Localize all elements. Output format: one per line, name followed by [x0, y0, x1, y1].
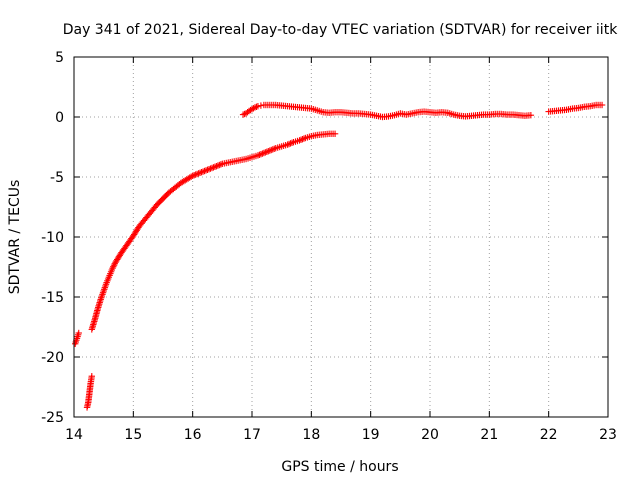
chart-title: Day 341 of 2021, Sidereal Day-to-day VTE…	[63, 22, 618, 38]
data-point	[216, 161, 223, 169]
data-point	[190, 172, 198, 179]
data-point	[254, 152, 262, 159]
data-point	[109, 265, 116, 272]
data-point	[257, 151, 265, 158]
data-point	[254, 103, 262, 110]
x-tick-label: 14	[65, 427, 83, 443]
data-point	[331, 130, 339, 137]
data-point	[198, 169, 205, 176]
data-point	[210, 164, 217, 171]
data-point	[287, 140, 294, 147]
x-tick-label: 23	[599, 427, 617, 443]
data-point	[251, 104, 259, 111]
data-point	[257, 102, 265, 109]
x-tick-label: 16	[184, 427, 202, 443]
data-point	[259, 150, 266, 157]
data-point	[110, 262, 118, 269]
data-point	[192, 171, 199, 178]
data-point	[262, 149, 269, 156]
data-point	[268, 146, 275, 154]
data-point	[239, 111, 247, 118]
data-point	[202, 167, 210, 174]
y-tick-label: 0	[55, 110, 64, 126]
y-tick-label: 5	[55, 50, 64, 66]
data-point	[195, 170, 202, 177]
x-tick-label: 21	[480, 427, 498, 443]
data-point	[284, 141, 291, 148]
data-point	[211, 163, 219, 170]
data-point	[208, 164, 216, 172]
data-point	[256, 151, 263, 158]
data-point	[205, 166, 213, 173]
data-point	[527, 112, 535, 119]
axis-ticks	[73, 56, 609, 418]
data-point	[296, 137, 303, 144]
data-point	[193, 170, 201, 178]
data-point	[263, 148, 271, 155]
data-point	[250, 105, 257, 112]
data-point	[110, 263, 117, 270]
data-point	[204, 166, 211, 173]
data-point	[271, 145, 278, 152]
x-tick-label: 15	[124, 427, 142, 443]
data-point	[300, 135, 308, 142]
y-tick-label: -5	[50, 170, 64, 186]
data-point	[88, 373, 95, 380]
data-point	[265, 148, 272, 155]
data-point	[266, 147, 273, 154]
y-tick-labels: 5 0 -5 -10 -15 -20 -25	[41, 50, 64, 426]
data-point	[187, 173, 195, 180]
data-point	[189, 172, 196, 179]
data-point	[214, 162, 222, 169]
y-tick-label: -10	[41, 230, 64, 246]
data-point	[297, 136, 305, 143]
data-point	[75, 329, 82, 337]
data-points	[71, 101, 606, 411]
data-point	[299, 136, 306, 143]
data-point	[285, 140, 293, 148]
data-point	[288, 139, 296, 146]
data-point	[199, 168, 207, 175]
x-tick-labels: 14 15 16 17 18 19 20 21 22 23	[65, 427, 617, 443]
data-point	[207, 165, 214, 172]
x-axis-label: GPS time / hours	[281, 459, 398, 475]
data-point	[269, 146, 276, 153]
data-point	[196, 169, 204, 176]
x-tick-label: 18	[302, 427, 320, 443]
x-tick-label: 20	[421, 427, 439, 443]
x-tick-label: 19	[362, 427, 380, 443]
x-tick-label: 22	[540, 427, 558, 443]
y-tick-label: -15	[41, 290, 64, 306]
data-point	[598, 101, 606, 109]
data-point	[213, 163, 220, 170]
y-axis-label: SDTVAR / TECUs	[7, 180, 23, 295]
data-point	[260, 149, 268, 157]
data-point	[253, 103, 260, 110]
y-tick-label: -20	[41, 350, 64, 366]
x-tick-label: 17	[243, 427, 261, 443]
y-tick-label: -25	[41, 410, 64, 426]
data-point	[201, 167, 208, 175]
data-point	[217, 161, 225, 168]
